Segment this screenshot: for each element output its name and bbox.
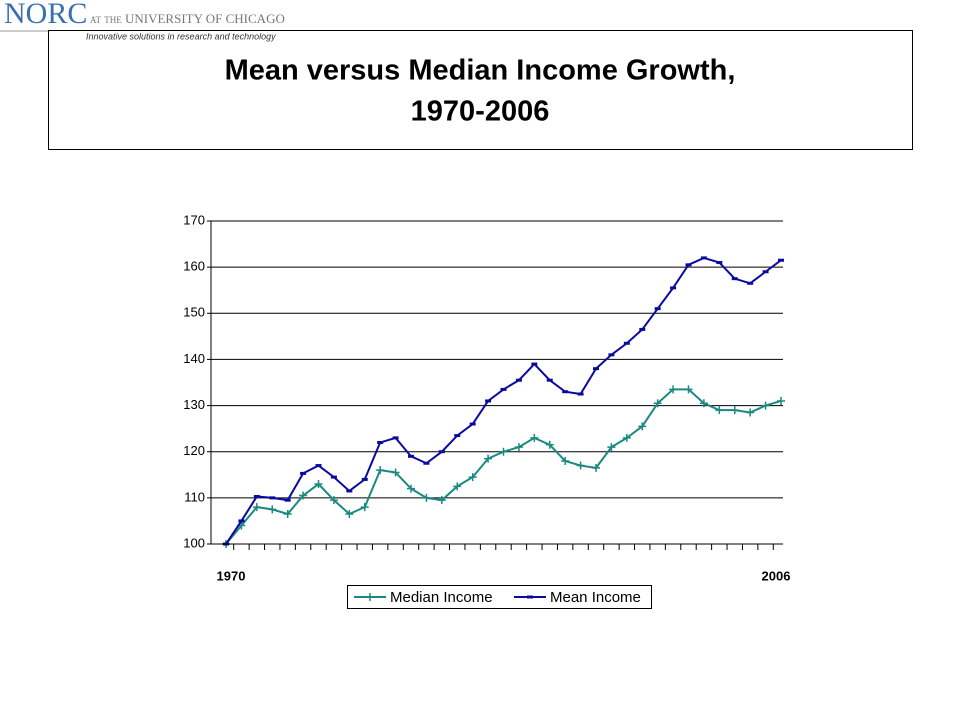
marker xyxy=(422,493,431,502)
marker xyxy=(530,433,539,442)
y-tick-label: 140 xyxy=(183,351,205,366)
marker xyxy=(699,399,708,408)
marker xyxy=(669,385,678,394)
marker xyxy=(283,510,292,519)
marker xyxy=(730,406,739,415)
y-tick-label: 130 xyxy=(183,397,205,412)
marker xyxy=(514,443,523,452)
marker xyxy=(252,503,261,512)
marker xyxy=(453,482,462,491)
legend-label: Median Income xyxy=(390,589,493,606)
x-tick-label: 1970 xyxy=(217,568,246,583)
y-tick-label: 160 xyxy=(183,259,205,274)
y-tick-label: 120 xyxy=(183,443,205,458)
marker xyxy=(638,422,647,431)
marker xyxy=(407,484,415,493)
marker xyxy=(299,491,308,500)
marker xyxy=(746,408,755,417)
marker xyxy=(545,440,554,449)
y-tick-label: 110 xyxy=(184,489,205,504)
x-tick-label: 2006 xyxy=(762,568,791,583)
legend-box xyxy=(347,585,652,609)
chart-title: 1970-2006 xyxy=(411,96,550,128)
marker xyxy=(360,503,369,512)
marker xyxy=(715,406,724,415)
chart-title: Mean versus Median Income Growth, xyxy=(225,55,736,87)
marker xyxy=(314,480,323,489)
logo: NORC xyxy=(4,0,87,30)
logo-affiliation: at the UNIVERSITY OF CHICAGO xyxy=(90,11,285,26)
series-line xyxy=(225,256,782,545)
marker xyxy=(622,433,631,442)
title-box xyxy=(48,30,913,150)
marker xyxy=(607,443,616,452)
marker xyxy=(592,463,600,472)
marker xyxy=(761,401,770,410)
marker xyxy=(653,399,662,408)
logo-tagline: Innovative solutions in research and tec… xyxy=(86,31,276,41)
y-tick-label: 170 xyxy=(183,212,205,227)
marker xyxy=(376,466,385,475)
y-tick-label: 100 xyxy=(183,535,205,550)
marker xyxy=(345,510,354,519)
marker xyxy=(484,454,493,463)
marker xyxy=(366,593,374,601)
y-tick-label: 150 xyxy=(183,305,205,320)
marker xyxy=(468,473,477,482)
marker xyxy=(499,447,508,456)
marker xyxy=(391,468,400,477)
marker xyxy=(684,385,693,394)
marker xyxy=(576,461,585,470)
marker xyxy=(437,496,446,505)
marker xyxy=(561,456,570,465)
marker xyxy=(329,496,338,505)
legend-label: Mean Income xyxy=(550,589,641,606)
marker xyxy=(268,505,277,514)
marker xyxy=(777,396,785,405)
series-line xyxy=(225,388,782,545)
